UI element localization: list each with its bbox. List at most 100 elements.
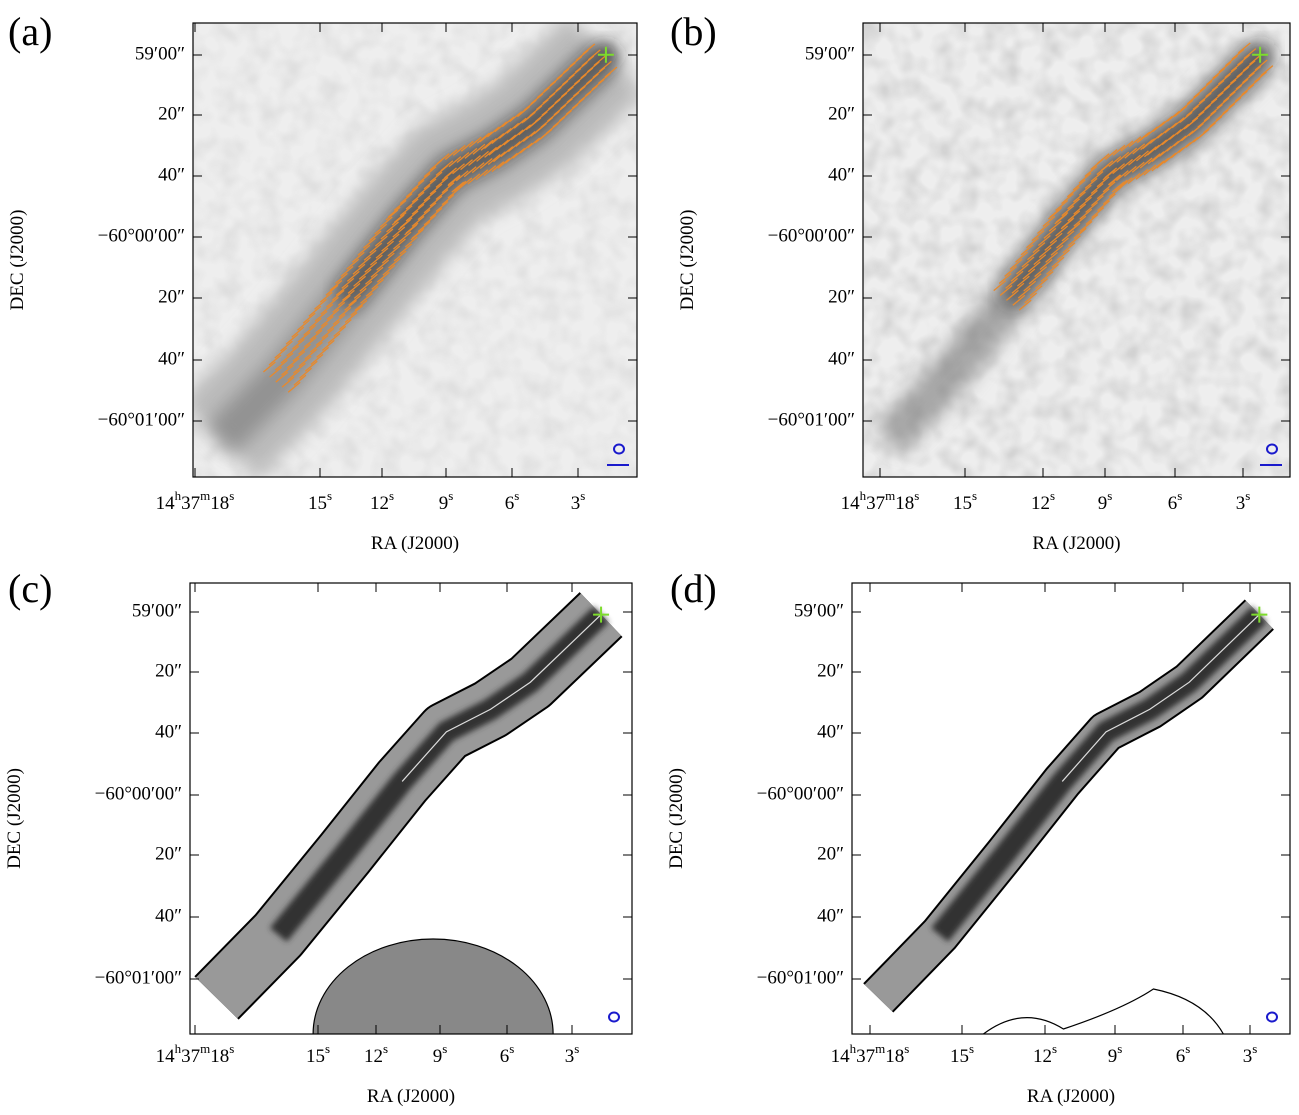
label-part: s: [1050, 488, 1055, 503]
vector: [387, 245, 401, 257]
vector: [1185, 136, 1199, 148]
vector: [280, 340, 293, 352]
vector: [456, 152, 470, 164]
y-tick-label: 20″: [155, 843, 182, 864]
label-part: h: [175, 488, 182, 503]
vector: [1154, 139, 1168, 151]
vector: [1178, 142, 1192, 154]
vector: [314, 298, 327, 310]
vector: [480, 139, 494, 151]
vector: [1241, 84, 1255, 96]
vector: [1168, 129, 1182, 141]
vector: [348, 294, 362, 306]
vector: [1017, 287, 1031, 299]
vector: [399, 193, 413, 205]
vector: [495, 139, 509, 151]
label-part: 18: [885, 1046, 904, 1067]
vector: [369, 254, 383, 266]
vector: [1205, 74, 1219, 86]
vector: [1055, 200, 1069, 212]
label-part: m: [200, 1041, 210, 1056]
panel-label: (b): [670, 9, 717, 54]
vector: [1006, 289, 1019, 301]
vector: [314, 310, 328, 322]
vector: [352, 263, 366, 275]
label-part: s: [914, 488, 919, 503]
label-part: 15: [953, 493, 972, 514]
label-part: 3: [1236, 493, 1246, 514]
vector: [374, 235, 388, 247]
y-tick-label: −60°00′00″: [98, 225, 185, 246]
vector: [460, 140, 474, 152]
vector: [1203, 122, 1216, 134]
vector: [417, 172, 431, 184]
vector: [1097, 200, 1110, 212]
label-part: s: [1117, 1041, 1122, 1056]
vector: [1028, 273, 1042, 285]
vector: [429, 207, 443, 219]
frame: [189, 582, 633, 1035]
vector: [1217, 73, 1231, 85]
label-part: 15: [306, 1046, 325, 1067]
vector: [1009, 258, 1023, 270]
vector: [447, 174, 461, 186]
vector: [1018, 299, 1032, 311]
vector: [411, 215, 425, 227]
vector: [1084, 189, 1098, 201]
label-part: 12: [1031, 493, 1050, 514]
vector: [1015, 251, 1029, 263]
vector: [441, 182, 455, 194]
x-tick-label: 14h37m18s: [831, 1041, 910, 1067]
vector: [1191, 111, 1205, 123]
vector: [1084, 165, 1098, 177]
y-tick-label: 40″: [828, 348, 855, 369]
vector: [1032, 242, 1046, 254]
vector: [447, 175, 461, 187]
vector: [444, 148, 458, 160]
label-part: s: [972, 488, 977, 503]
y-tick-label: 20″: [828, 103, 855, 124]
vector: [1135, 168, 1149, 180]
vector: [1034, 266, 1048, 278]
vector: [509, 111, 523, 123]
vector: [1180, 130, 1194, 142]
vector: [1104, 148, 1118, 160]
x-axis-title: RA (J2000): [1027, 1086, 1115, 1107]
vector: [513, 117, 527, 129]
source-cross: [593, 606, 610, 623]
label-part: 14: [841, 493, 861, 514]
vector: [1037, 234, 1051, 246]
x-tick-label: 9s: [439, 488, 454, 514]
source-cross: [1252, 46, 1269, 63]
vector: [354, 299, 368, 311]
vector: [1145, 126, 1158, 138]
vector: [310, 353, 324, 365]
vector: [1128, 136, 1142, 148]
vector: [1179, 111, 1193, 123]
y-tick-label: −60°00′00″: [768, 225, 855, 246]
vector: [379, 216, 393, 228]
vector: [429, 171, 443, 183]
vector: [309, 329, 323, 341]
vector: [1067, 210, 1081, 222]
x-tick-label: 9s: [1108, 1041, 1123, 1067]
label-part: 6: [1168, 493, 1178, 514]
label-part: 14: [831, 1046, 851, 1067]
vector: [285, 333, 299, 345]
vector: [363, 249, 377, 261]
vector: [1247, 77, 1261, 89]
vector: [503, 134, 517, 146]
vector: [1225, 55, 1238, 67]
y-tick-label: −60°01′00″: [95, 967, 182, 988]
vector: [1143, 164, 1157, 176]
vector: [1049, 232, 1063, 244]
x-tick-label: 3s: [1236, 488, 1251, 514]
vector: [1020, 244, 1034, 256]
label-part: s: [327, 488, 332, 503]
vector: [1004, 265, 1018, 277]
vector: [340, 265, 354, 277]
vector: [1085, 201, 1099, 213]
vector: [1260, 65, 1274, 77]
vector: [1085, 213, 1099, 225]
vector: [320, 315, 334, 327]
